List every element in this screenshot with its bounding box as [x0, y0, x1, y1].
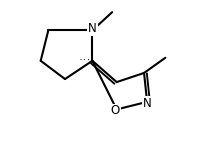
Text: ···: ···	[79, 58, 91, 64]
Text: N: N	[142, 97, 151, 110]
Text: N: N	[88, 22, 96, 35]
Text: O: O	[110, 104, 119, 117]
